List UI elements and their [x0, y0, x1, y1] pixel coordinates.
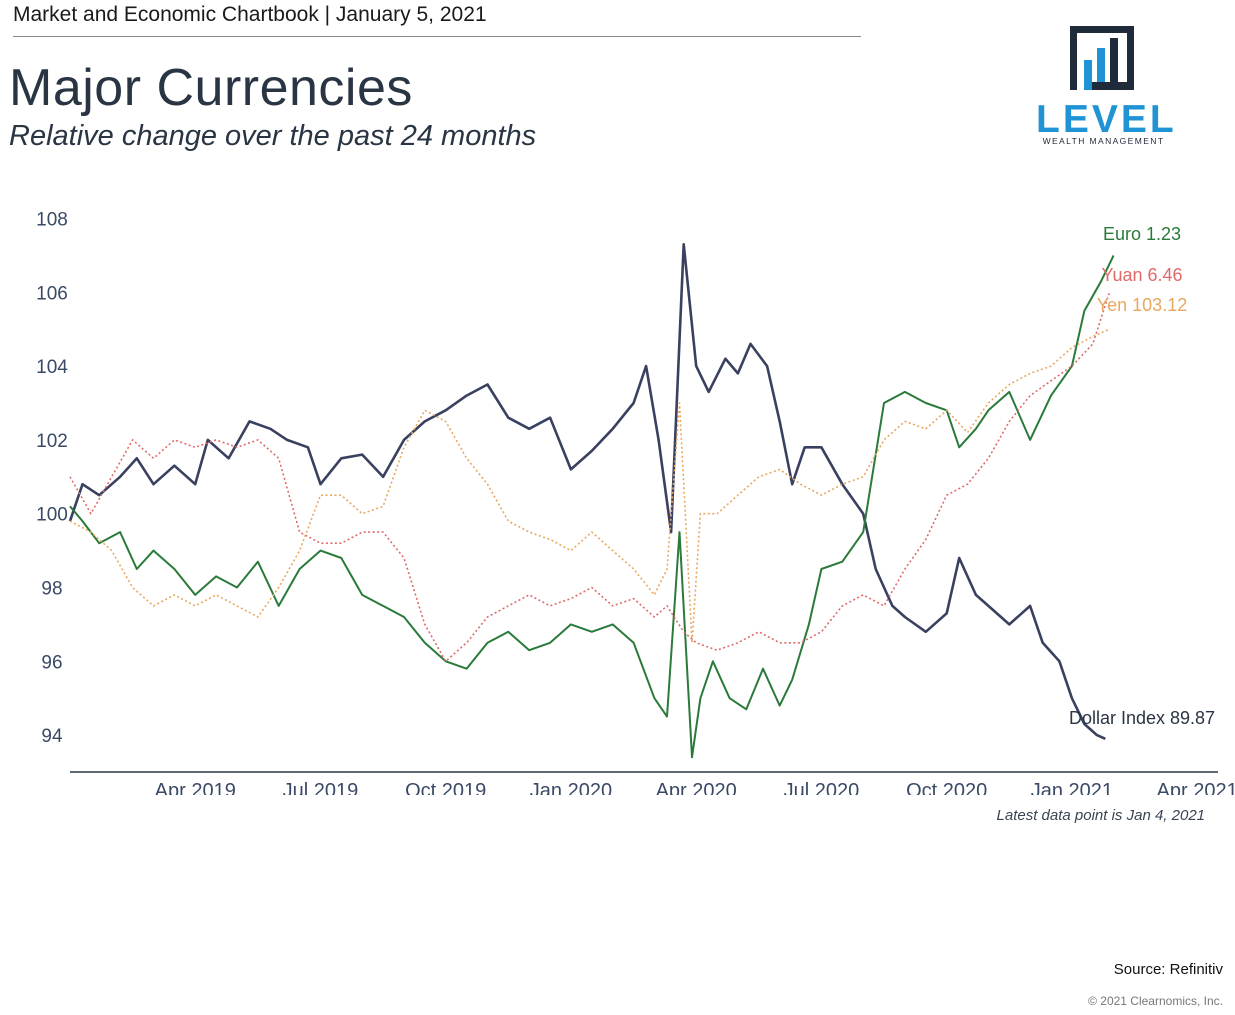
header-divider: [13, 36, 861, 37]
logo-tagline: WEALTH MANAGEMENT: [1042, 136, 1165, 146]
currency-line-chart: 94 96 98 100 102 104 106 108 Apr 2019 Jul 2019 Oct…: [36, 209, 1235, 795]
y-tick-label: 100: [36, 505, 68, 526]
y-tick-label: 108: [36, 209, 68, 230]
series-line-yen: [69, 328, 1110, 644]
series-label-euro: Euro 1.23: [1103, 224, 1181, 244]
x-tick-label: Oct 2020: [906, 780, 987, 795]
x-tick-label: Apr 2020: [656, 780, 737, 795]
level-logo: LEVEL WEALTH MANAGEMENT: [1036, 24, 1177, 149]
series-line-yuan: [69, 292, 1111, 663]
y-tick-label: 104: [36, 357, 68, 378]
page-title: Major Currencies: [9, 59, 413, 117]
bar-chart-logo-icon: [1070, 26, 1134, 90]
latest-data-note: Latest data point is Jan 4, 2021: [996, 807, 1205, 824]
x-tick-label: Jul 2020: [784, 780, 860, 795]
y-tick-label: 94: [41, 726, 63, 747]
y-tick-label: 96: [41, 652, 62, 673]
source-note: Source: Refinitiv: [1113, 961, 1223, 978]
y-tick-label: 106: [36, 283, 68, 304]
x-tick-label: Jul 2019: [283, 780, 359, 795]
copyright-note: © 2021 Clearnomics, Inc.: [1088, 994, 1223, 1008]
y-tick-label: 98: [41, 578, 62, 599]
x-tick-label: Oct 2019: [405, 780, 486, 795]
series-line-dollar-index: [68, 243, 1106, 740]
chartbook-header: Market and Economic Chartbook | January …: [13, 3, 487, 26]
x-tick-label: Jan 2020: [530, 780, 612, 795]
series-label-yuan: Yuan 6.46: [1101, 265, 1182, 285]
logo-wordmark: LEVEL: [1036, 98, 1177, 141]
series-line-euro: [69, 254, 1115, 759]
series-label-yen: Yen 103.12: [1097, 295, 1187, 315]
x-tick-label: Apr 2019: [155, 780, 236, 795]
x-tick-label: Apr 2021: [1157, 780, 1235, 795]
x-tick-label: Jan 2021: [1031, 780, 1113, 795]
series-label-dollar-index: Dollar Index 89.87: [1069, 708, 1215, 728]
page-subtitle: Relative change over the past 24 months: [9, 120, 537, 152]
y-tick-label: 102: [36, 431, 68, 452]
